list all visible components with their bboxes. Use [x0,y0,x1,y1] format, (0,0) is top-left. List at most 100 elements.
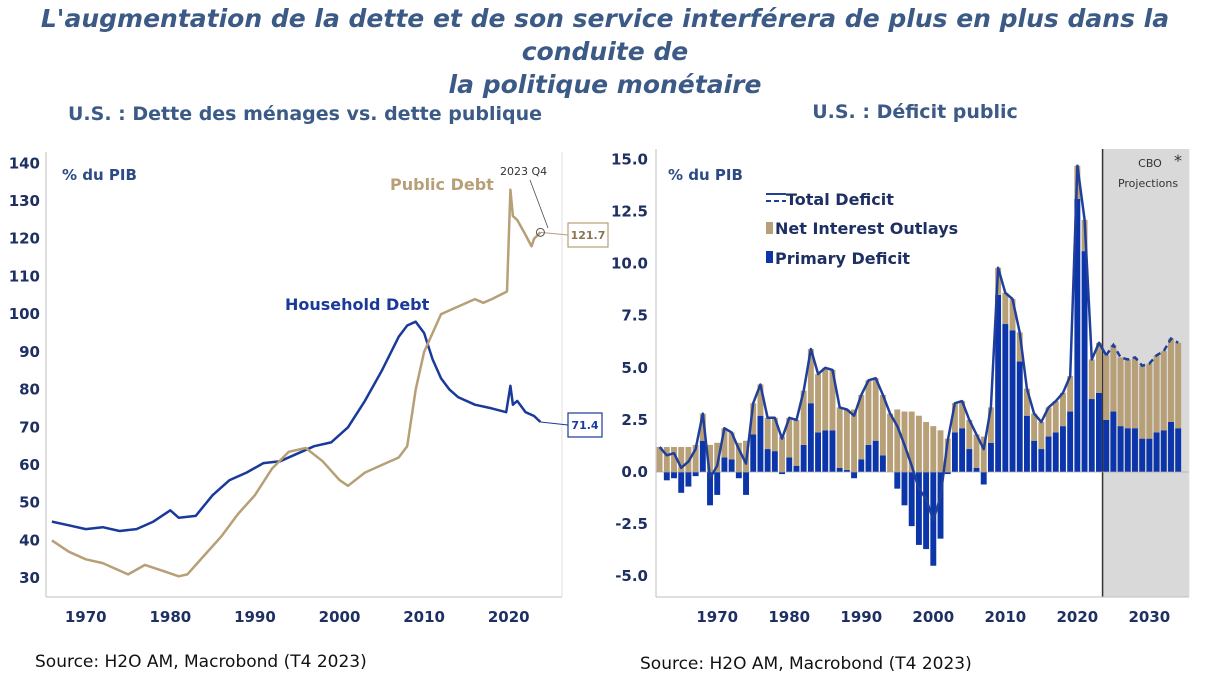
interest-bar-2029 [1139,365,1146,439]
household-debt-end-box: 71.4 [567,412,603,438]
primary-bar-2017 [1052,432,1059,472]
right-xtick-1980: 1980 [768,608,810,626]
left-source: Source: H2O AM, Macrobond (T4 2023) [35,652,367,672]
interest-bar-2025 [1110,344,1117,412]
left-ytick-30: 30 [19,569,40,587]
right-ytick-12.5: 12.5 [611,203,648,221]
interest-bar-1988 [843,409,850,470]
interest-bar-1987 [836,407,843,468]
primary-bar-2016 [1045,436,1052,472]
primary-bar-2032 [1160,430,1167,472]
interest-bar-1998 [915,415,922,472]
primary-bar-1998 [915,471,922,545]
household-debt-end-value: 71.4 [571,419,598,432]
interest-bar-1983 [807,349,814,404]
primary-bar-1986 [829,430,836,472]
right-source: Source: H2O AM, Macrobond (T4 2023) [640,654,972,674]
primary-bar-2013 [1023,415,1030,472]
legend-net-interest: Net Interest Outlays [775,219,958,238]
primary-bar-2010 [1002,324,1009,472]
left-xtick-2020: 2020 [488,608,530,626]
series-line-public-debt [51,188,542,578]
primary-bar-1985 [822,430,829,472]
interest-bar-2030 [1146,363,1153,439]
right-ytick-10: 10.0 [611,255,648,273]
interest-bar-2032 [1160,351,1167,431]
projection-star: * [1174,151,1182,170]
interest-bar-1969 [707,444,713,472]
interest-bar-2028 [1132,357,1138,429]
primary-bar-1976 [757,415,764,472]
annotation-circle [535,227,545,237]
left-ytick-90: 90 [19,343,40,361]
primary-bar-1990 [858,459,865,472]
primary-bar-2034 [1175,428,1182,472]
left-ytick-110: 110 [9,267,40,285]
primary-bar-1983 [807,403,814,472]
right-unit-label: % du PIB [668,166,743,184]
interest-bar-2031 [1153,355,1160,433]
primary-bar-2009 [995,294,1002,472]
primary-bar-2021 [1081,251,1088,472]
left-ytick-40: 40 [19,531,40,549]
interest-bar-2000 [930,426,937,472]
right-xtick-2030: 2030 [1129,608,1171,626]
interest-bar-1979 [779,436,786,472]
primary-bar-2019 [1067,411,1074,472]
primary-bar-1966 [685,471,692,487]
right-bars [656,165,1189,566]
left-xtick-1980: 1980 [149,608,191,626]
right-xtick-2000: 2000 [912,608,954,626]
interest-bar-1999 [923,421,930,472]
interest-bar-2002 [944,438,951,472]
primary-bar-1981 [793,465,800,472]
right-xtick-1970: 1970 [696,608,738,626]
left-xtick-2000: 2000 [319,608,361,626]
primary-bar-2003 [951,432,958,472]
series-line-household-debt [51,320,542,533]
right-xtick-2010: 2010 [984,608,1026,626]
primary-bar-2011 [1009,330,1016,472]
interest-bar-1981 [793,419,800,466]
primary-bar-2026 [1117,426,1124,472]
left-y-ticks: 30 40 50 60 70 80 90 100 110 120 130 140 [9,154,40,587]
right-ytick-2.5: 2.5 [621,411,648,429]
interest-bar-2033 [1168,338,1174,422]
primary-bar-2020 [1074,199,1081,472]
interest-bar-1994 [887,413,894,472]
right-y-ticks: -5.0 -2.5 0.0 2.5 5.0 7.5 10.0 12.5 15.0 [611,150,648,585]
interest-bar-2011 [1009,299,1016,331]
primary-bar-1975 [750,434,757,472]
primary-bar-2028 [1132,428,1138,472]
primary-bar-1971 [721,457,728,472]
primary-bar-2018 [1059,426,1066,472]
primary-bar-2004 [959,428,966,472]
primary-bar-2022 [1088,399,1095,472]
interest-bar-1992 [872,378,879,441]
interest-bar-1977 [764,417,771,450]
interest-bar-1975 [750,403,757,435]
annotation-leader-line [529,179,549,229]
interest-bar-1993 [879,394,886,456]
total-deficit-line-historical [658,164,1108,522]
primary-bar-2001 [937,471,944,539]
interest-bar-2024 [1103,355,1110,420]
right-ytick-15: 15.0 [611,150,648,168]
main-title-line-2: la politique monétaire [448,70,762,99]
left-xtick-1970: 1970 [65,608,107,626]
left-ytick-80: 80 [19,381,40,399]
right-ytick-5: 5.0 [621,359,648,377]
right-chart-title: U.S. : Déficit public [812,101,1018,123]
primary-bar-1968 [699,440,706,472]
primary-bar-1973 [735,471,742,479]
interest-bar-1995 [894,409,901,472]
public-debt-end-box: 121.7 [567,222,609,248]
interest-bar-1997 [908,411,915,472]
right-ytick-7.5: 7.5 [621,307,648,325]
interest-bar-1990 [858,394,865,460]
right-ytick--2.5: -2.5 [615,515,648,533]
primary-bar-2024 [1103,419,1110,472]
interest-bar-1965 [678,446,685,472]
interest-bar-1989 [851,409,858,472]
